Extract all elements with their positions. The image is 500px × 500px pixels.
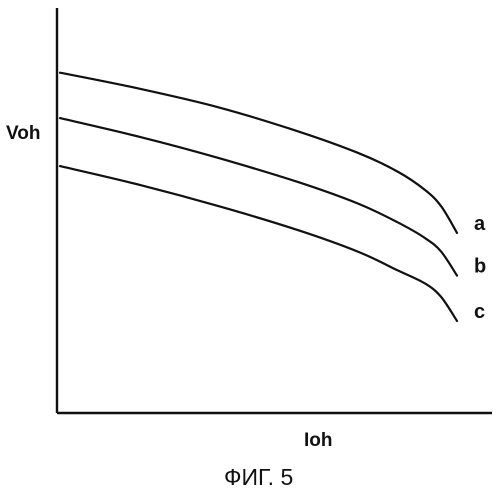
series-labels: ab c xyxy=(474,213,486,323)
series-line-b xyxy=(60,118,457,276)
x-axis-label: Ioh xyxy=(304,430,333,451)
series-label-b: b xyxy=(474,256,486,278)
figure-caption: ФИГ. 5 xyxy=(224,464,293,490)
series-curves xyxy=(60,73,457,321)
series-line-a xyxy=(60,73,457,233)
series-label-a: a xyxy=(474,213,486,235)
series-line-c xyxy=(60,166,457,321)
series-label-c: c xyxy=(474,301,485,323)
y-axis-label: Voh xyxy=(6,123,40,144)
